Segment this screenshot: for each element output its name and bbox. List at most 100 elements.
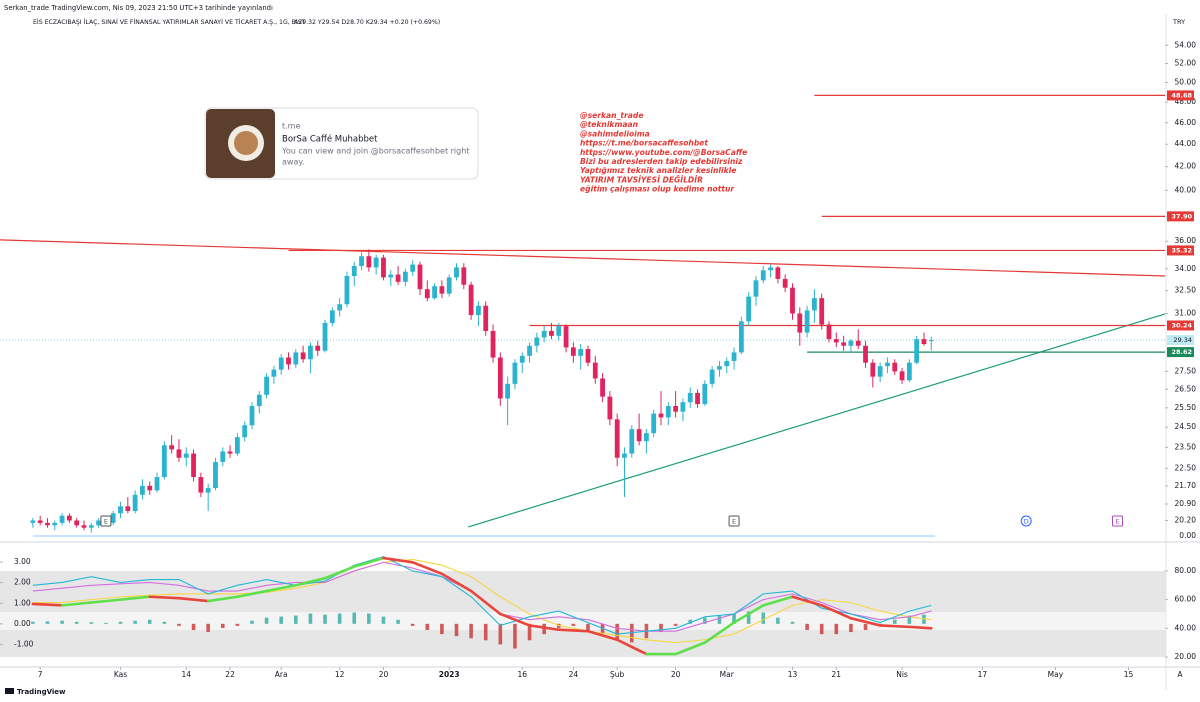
- osc-thick-segment: [236, 589, 268, 599]
- candle-body: [592, 362, 598, 379]
- osc-thick-segment: [703, 621, 736, 644]
- osc-thick-segment: [557, 628, 590, 633]
- trend-line: [0, 239, 1166, 277]
- y-tick-label: 1.00: [14, 598, 31, 607]
- histogram-bar: [776, 617, 780, 624]
- trend-line: [468, 313, 1166, 528]
- osc-thick-segment: [60, 601, 93, 607]
- histogram-bar: [162, 621, 167, 624]
- candle-body: [914, 339, 920, 363]
- candle-body: [870, 362, 876, 377]
- histogram-bar: [600, 623, 605, 635]
- last-price-box: [1167, 335, 1194, 346]
- histogram-bar: [60, 620, 64, 624]
- y2-tick-label: 80.00: [1175, 566, 1197, 575]
- level-label-box: [1167, 90, 1194, 101]
- osc-thick-segment: [469, 589, 502, 616]
- candle-body: [899, 371, 905, 381]
- candle-body: [118, 506, 123, 514]
- candle-body: [169, 445, 175, 450]
- y2-tick-label: 20.00: [1175, 652, 1197, 661]
- y-tick-label: 26.50: [1175, 384, 1197, 393]
- candle-body: [790, 287, 795, 314]
- level-label: 28.62: [1171, 348, 1192, 356]
- candle-body: [731, 352, 737, 361]
- histogram-bar: [352, 612, 357, 624]
- candle-body: [213, 461, 218, 489]
- candle-body: [439, 286, 445, 294]
- event-marker: [728, 515, 740, 527]
- y-tick-label: 24.50: [1175, 422, 1197, 431]
- histogram-bar: [673, 623, 678, 626]
- histogram-bar: [206, 623, 210, 633]
- tweet-card[interactable]: t.me BorSa Caffé Muhabbet You can view a…: [204, 107, 479, 180]
- histogram-bar: [483, 623, 488, 641]
- y-tick-label: 23.50: [1175, 442, 1197, 451]
- osc-thick-segment: [761, 595, 794, 607]
- coffee: [234, 131, 258, 155]
- candle-body: [388, 274, 394, 278]
- histogram-bar: [425, 623, 430, 631]
- candle-body: [220, 451, 226, 462]
- osc-thick-segment: [878, 624, 911, 629]
- candle-body: [665, 405, 671, 418]
- candle-body: [512, 362, 518, 384]
- histogram-bar: [191, 623, 196, 631]
- x-tick-label: 13: [788, 670, 798, 679]
- candle-body: [140, 485, 145, 495]
- x-tick-label: Mar: [720, 670, 735, 679]
- y-tick-label: 34.00: [1175, 264, 1197, 273]
- candle-body: [110, 513, 116, 523]
- x-tick-label: Kas: [114, 670, 127, 679]
- x-tick-label: 15: [1124, 670, 1134, 679]
- histogram-bar: [659, 623, 663, 633]
- last-price-label: 29.34: [1173, 336, 1192, 344]
- candle-body: [30, 520, 36, 523]
- candle-body: [600, 378, 605, 397]
- candle-body: [256, 394, 262, 406]
- candle-body: [841, 342, 847, 346]
- x-tick-label: 7: [38, 670, 43, 679]
- candle-body: [680, 402, 686, 412]
- candle-body: [476, 305, 481, 316]
- tv-logo[interactable]: TradingView: [5, 688, 66, 696]
- candle-body: [607, 396, 613, 420]
- histogram-bar: [396, 619, 400, 624]
- y2-tick-label: 40.00: [1175, 623, 1197, 632]
- candle-body: [286, 357, 291, 365]
- candle-body: [147, 485, 153, 491]
- candle-body: [570, 347, 576, 356]
- x-tick-label: 2023: [439, 670, 460, 679]
- candle-body: [644, 433, 649, 442]
- candle-body: [826, 324, 832, 340]
- x-tick-label: 20: [379, 670, 389, 679]
- level-label-box: [1167, 347, 1194, 358]
- osc-thick-segment: [382, 556, 414, 564]
- auto-scale[interactable]: A: [1177, 670, 1183, 679]
- candle-body: [468, 284, 474, 316]
- x-tick-label: Ara: [275, 670, 288, 679]
- y-tick-label: 20.90: [1175, 499, 1197, 508]
- histogram-bar: [147, 619, 152, 624]
- candle-body: [45, 522, 50, 526]
- candle-body: [446, 277, 452, 294]
- candle-body: [308, 345, 313, 360]
- histogram-bar: [220, 623, 225, 628]
- candle-body: [753, 280, 759, 297]
- y2-tick-label: 60.00: [1175, 595, 1197, 604]
- osc-thick-segment: [440, 572, 473, 593]
- candle-body: [906, 362, 912, 381]
- x-tick-label: 24: [569, 670, 579, 679]
- candle-body: [782, 278, 788, 288]
- y-tick-label: 54.00: [1175, 40, 1197, 49]
- osc-thick-segment: [820, 604, 853, 620]
- osc-thick-segment: [849, 616, 882, 627]
- candle-body: [227, 451, 233, 454]
- y-tick-label: 36.00: [1175, 236, 1197, 245]
- y-tick-label: 32.50: [1175, 286, 1197, 295]
- candle-body: [863, 345, 868, 363]
- annotation-line: Bizi bu adreslerden takip edebilirsiniz: [580, 157, 743, 166]
- candle-body: [461, 267, 467, 285]
- histogram-bar: [819, 623, 824, 635]
- candle-body: [892, 362, 898, 372]
